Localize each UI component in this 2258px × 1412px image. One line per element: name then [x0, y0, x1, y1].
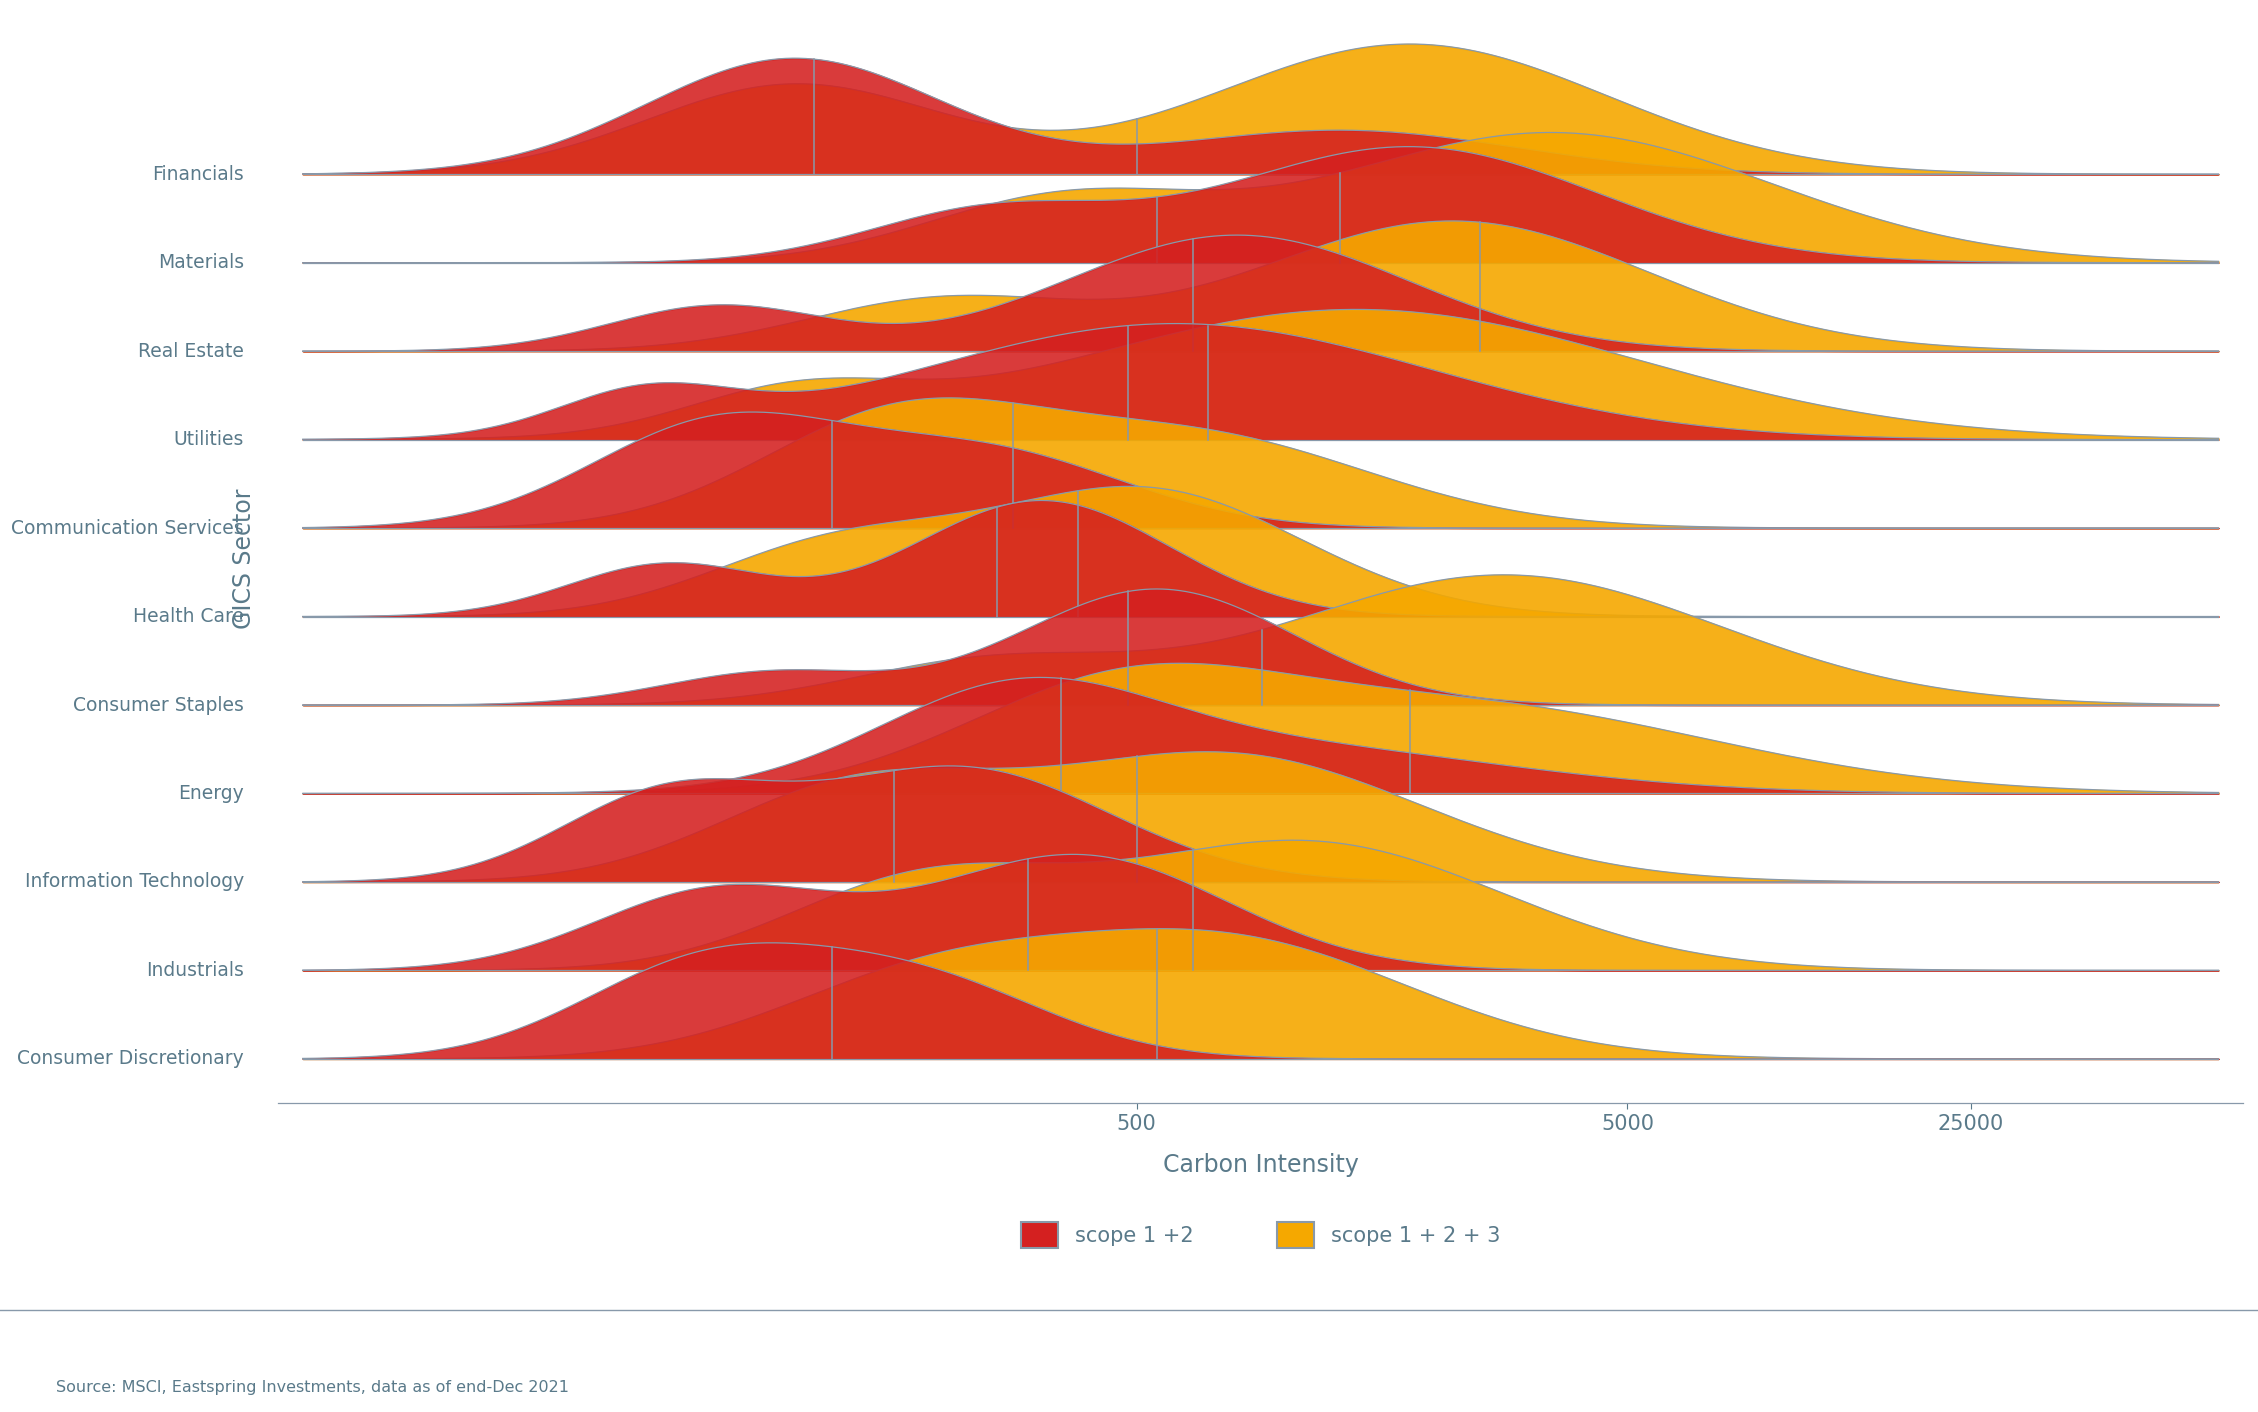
- Legend: scope 1 +2, scope 1 + 2 + 3: scope 1 +2, scope 1 + 2 + 3: [1012, 1214, 1508, 1255]
- Text: Industrials: Industrials: [147, 962, 244, 980]
- Text: Utilities: Utilities: [174, 431, 244, 449]
- Text: Source: MSCI, Eastspring Investments, data as of end-Dec 2021: Source: MSCI, Eastspring Investments, da…: [56, 1380, 569, 1395]
- Text: Information Technology: Information Technology: [25, 873, 244, 891]
- Text: Real Estate: Real Estate: [138, 342, 244, 360]
- Text: Health Care: Health Care: [133, 607, 244, 626]
- Text: Consumer Staples: Consumer Staples: [72, 696, 244, 714]
- Text: Financials: Financials: [151, 165, 244, 184]
- X-axis label: Carbon Intensity: Carbon Intensity: [1163, 1154, 1359, 1178]
- Text: Communication Services: Communication Services: [11, 518, 244, 538]
- Text: Materials: Materials: [158, 253, 244, 273]
- Text: Consumer Discretionary: Consumer Discretionary: [18, 1049, 244, 1069]
- Text: Energy: Energy: [178, 784, 244, 803]
- Y-axis label: GICS Sector: GICS Sector: [233, 489, 255, 630]
